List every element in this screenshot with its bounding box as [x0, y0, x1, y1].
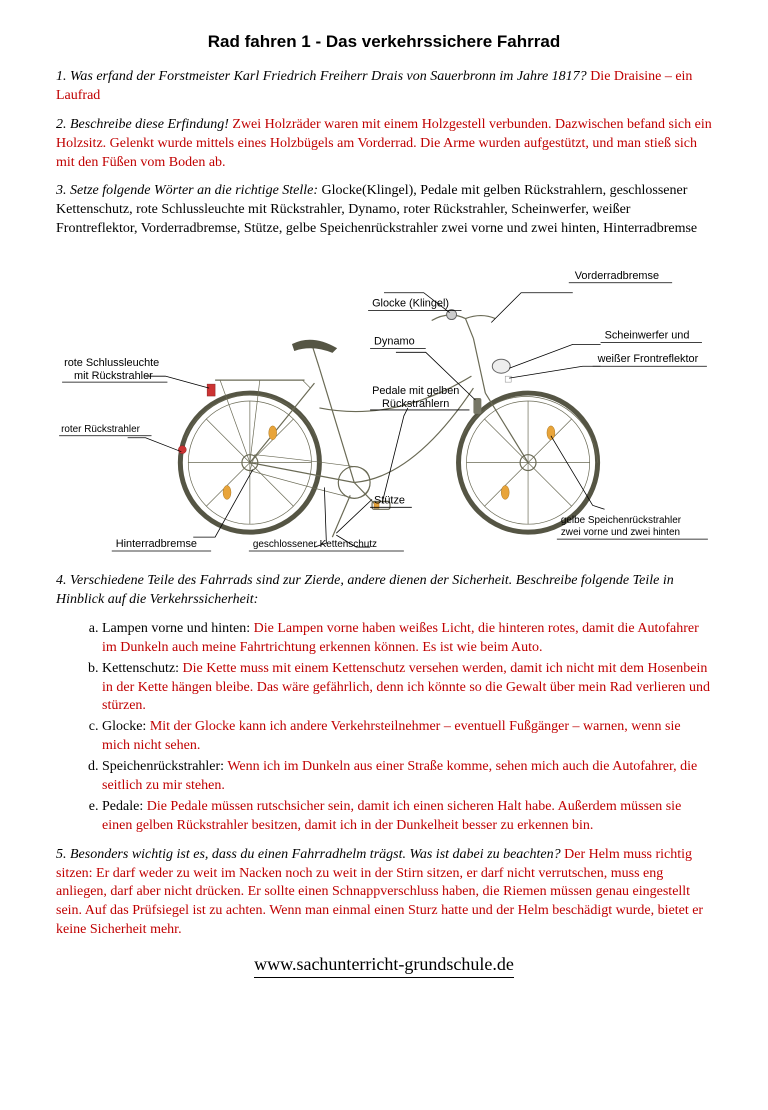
rear-spokes: [188, 401, 311, 524]
q4c-answer: Mit der Glocke kann ich andere Verkehrst…: [102, 719, 681, 753]
q4b-answer: Die Kette muss mit einem Kettenschutz ve…: [102, 661, 710, 714]
footer-url: www.sachunterricht-grundschule.de: [56, 954, 712, 975]
q4e-label: Pedale:: [102, 799, 147, 814]
q2-prompt: 2. Beschreibe diese Erfindung!: [56, 117, 232, 132]
bicycle-svg: Vorderradbremse Glocke (Klingel) Dynamo …: [56, 249, 712, 557]
q4-item-b: Kettenschutz: Die Kette muss mit einem K…: [102, 660, 712, 717]
front-spokes: [466, 401, 589, 524]
q4-item-d: Speichenrückstrahler: Wenn ich im Dunkel…: [102, 758, 712, 796]
q5-prompt: 5. Besonders wichtig ist es, dass du ein…: [56, 847, 564, 862]
bicycle-diagram: Vorderradbremse Glocke (Klingel) Dynamo …: [56, 249, 712, 562]
worksheet-page: Rad fahren 1 - Das verkehrssichere Fahrr…: [0, 0, 768, 1110]
lbl-scheinwerfer2: weißer Frontreflektor: [597, 353, 699, 365]
q4c-label: Glocke:: [102, 719, 150, 734]
lbl-pedale2: Rückstrahlern: [382, 398, 449, 410]
headlight: [492, 359, 510, 373]
lbl-schluss1: rote Schlussleuchte: [64, 357, 159, 369]
lbl-stuetze: Stütze: [374, 494, 405, 506]
question-5: 5. Besonders wichtig ist es, dass du ein…: [56, 846, 712, 940]
q4d-label: Speichenrückstrahler:: [102, 759, 227, 774]
rear-reflector: [178, 446, 186, 454]
lbl-roter: roter Rückstrahler: [61, 424, 141, 435]
q3-prompt: 3. Setze folgende Wörter an die richtige…: [56, 183, 322, 198]
lbl-hinterbremse: Hinterradbremse: [116, 538, 197, 550]
lbl-vorderradbremse: Vorderradbremse: [575, 270, 659, 282]
lbl-schluss2: mit Rückstrahler: [74, 370, 153, 382]
lbl-dynamo: Dynamo: [374, 336, 415, 348]
dynamo: [473, 398, 481, 414]
page-title: Rad fahren 1 - Das verkehrssichere Fahrr…: [56, 32, 712, 52]
question-4-list: Lampen vorne und hinten: Die Lampen vorn…: [56, 620, 712, 836]
lbl-scheinwerfer1: Scheinwerfer und: [605, 330, 690, 342]
lbl-kette: geschlossener Kettenschutz: [253, 539, 377, 550]
footer-divider: [254, 977, 514, 978]
question-3: 3. Setze folgende Wörter an die richtige…: [56, 182, 712, 239]
lbl-speichen2: zwei vorne und zwei hinten: [561, 527, 680, 538]
saddle: [293, 340, 337, 352]
q1-prompt: 1. Was erfand der Forstmeister Karl Frie…: [56, 69, 590, 84]
q4-item-e: Pedale: Die Pedale müssen rutschsicher s…: [102, 798, 712, 836]
lbl-glocke: Glocke (Klingel): [372, 298, 449, 310]
q4-item-a: Lampen vorne und hinten: Die Lampen vorn…: [102, 620, 712, 658]
q4-item-c: Glocke: Mit der Glocke kann ich andere V…: [102, 718, 712, 756]
q4b-label: Kettenschutz:: [102, 661, 182, 676]
q4a-label: Lampen vorne und hinten:: [102, 621, 254, 636]
rear-light: [207, 384, 215, 396]
q4e-answer: Die Pedale müssen rutschsicher sein, dam…: [102, 799, 681, 833]
lbl-pedale1: Pedale mit gelben: [372, 385, 459, 397]
question-2: 2. Beschreibe diese Erfindung! Zwei Holz…: [56, 116, 712, 173]
question-4-prompt: 4. Verschiedene Teile des Fahrrads sind …: [56, 572, 712, 610]
lbl-speichen1: gelbe Speichenrückstrahler: [561, 515, 682, 526]
question-1: 1. Was erfand der Forstmeister Karl Frie…: [56, 68, 712, 106]
